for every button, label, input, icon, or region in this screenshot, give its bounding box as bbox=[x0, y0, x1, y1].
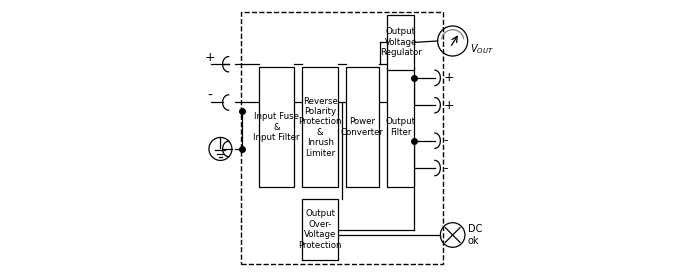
FancyBboxPatch shape bbox=[259, 67, 294, 187]
Text: Power
Converter: Power Converter bbox=[341, 117, 384, 137]
Text: -: - bbox=[444, 134, 448, 147]
Text: -: - bbox=[207, 89, 212, 103]
Text: +: + bbox=[205, 51, 215, 64]
FancyBboxPatch shape bbox=[387, 15, 415, 70]
Text: DC
ok: DC ok bbox=[468, 224, 482, 246]
Text: Output
Over-
Voltage
Protection: Output Over- Voltage Protection bbox=[298, 209, 342, 250]
FancyBboxPatch shape bbox=[302, 200, 338, 260]
Text: Input Fuse
&
Input Filter: Input Fuse & Input Filter bbox=[253, 112, 300, 142]
Text: Output
Voltage
Regulator: Output Voltage Regulator bbox=[380, 28, 421, 57]
FancyBboxPatch shape bbox=[346, 67, 379, 187]
Text: Reverse
Polarity
Protection
&
Inrush
Limiter: Reverse Polarity Protection & Inrush Lim… bbox=[298, 97, 342, 158]
FancyBboxPatch shape bbox=[302, 67, 338, 187]
Text: +: + bbox=[444, 71, 454, 84]
Text: -: - bbox=[444, 161, 448, 174]
FancyBboxPatch shape bbox=[387, 67, 415, 187]
Text: +: + bbox=[444, 99, 454, 112]
Text: Output
Filter: Output Filter bbox=[386, 117, 416, 137]
Text: $V_{OUT}$: $V_{OUT}$ bbox=[471, 42, 494, 56]
